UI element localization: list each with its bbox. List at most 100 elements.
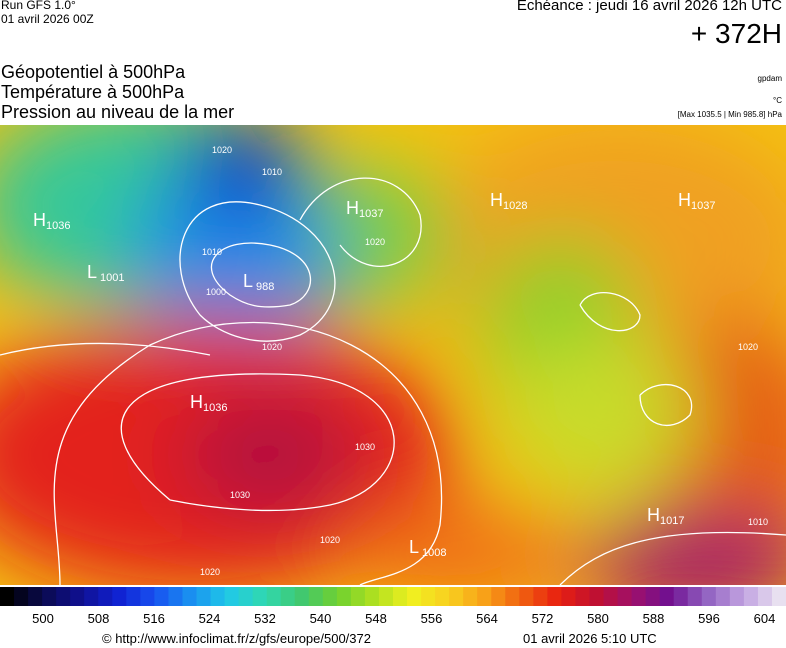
center-value: 1001 [100,272,124,284]
color-swatch [196,587,212,606]
color-swatch [322,587,338,606]
isobar-label: 1010 [748,517,768,527]
pressure-range: [Max 1035.5 | Min 985.8] hPa [677,110,782,119]
color-swatch [673,587,689,606]
center-type: H [346,198,359,218]
color-swatch [294,587,310,606]
isobar-label: 1010 [202,247,222,257]
color-swatch [659,587,675,606]
color-swatch [589,587,605,606]
isobar-label: 1000 [206,287,226,297]
color-swatch [645,587,661,606]
isobar-label: 1010 [262,167,282,177]
isobar-label: 1030 [230,490,250,500]
colorbar-label: 524 [199,611,221,626]
color-swatch [393,587,408,606]
center-type: H [190,392,203,412]
colorbar-label: 500 [32,611,54,626]
valid-time: Echéance : jeudi 16 avril 2026 12h UTC [516,0,782,14]
color-swatch [112,587,127,606]
color-swatch [140,587,155,606]
color-swatch [449,587,464,606]
center-type: H [647,505,660,525]
color-swatch [547,587,562,606]
isobar-label: 1030 [355,442,375,452]
colorbar: 500 508 516 524 532 540 548 556 564 572 580 588 596 6… [0,587,786,626]
color-swatch [14,587,29,606]
color-swatch [477,587,492,606]
center-value: 988 [256,281,274,293]
generated: 01 avril 2026 5:10 UTC [523,631,657,646]
isobar-label: 1020 [365,237,385,247]
color-swatch [42,587,57,606]
isobar-label: 1020 [212,145,232,155]
colorbar-label: 564 [476,611,498,626]
center-value: 1037 [691,200,715,212]
isobar-label: 1020 [262,342,282,352]
color-swatch [575,587,590,606]
colorbar-label: 540 [310,611,332,626]
color-swatch [308,587,324,606]
isobar-label: 1020 [738,342,758,352]
color-swatch [56,587,71,606]
color-swatch [421,587,436,606]
center-type: H [33,210,46,230]
colorbar-label: 548 [365,611,387,626]
color-swatch [757,587,773,606]
color-swatch [561,587,576,606]
color-swatch [0,587,15,606]
source: © http://www.infoclimat.fr/z/gfs/europe/… [102,631,371,646]
color-swatch [126,587,141,606]
center-type: L [87,262,97,282]
color-swatch [98,587,113,606]
colorbar-label: 596 [698,611,720,626]
color-swatch [519,587,534,606]
color-swatch [154,587,169,606]
color-swatch [252,587,268,606]
center-value: 1036 [46,220,70,232]
colorbar-label: 588 [643,611,665,626]
colorbar-label: 556 [421,611,443,626]
color-swatch [687,587,703,606]
isobar-label: 1020 [200,567,220,577]
isobar-label: 1020 [320,535,340,545]
color-swatch [603,587,619,606]
field: Géopotentiel à 500hPa [1,62,186,82]
color-swatch [336,587,352,606]
color-swatch [533,587,548,606]
color-swatch [70,587,85,606]
color-swatch [435,587,450,606]
map: H 1036 L 1001 L 988 H 1037 H 1028 H 1037 H 1036… [0,125,786,585]
colorbar-label: 508 [88,611,110,626]
center-value: 1037 [359,208,383,220]
color-swatch [715,587,731,606]
center-type: L [243,271,253,291]
center-type: L [409,537,419,557]
color-swatch [350,587,366,606]
color-swatch [505,587,520,606]
color-swatch [280,587,296,606]
run-date: 01 avril 2026 00Z [1,12,94,26]
field: Température à 500hPa [1,82,185,102]
color-swatch [463,587,478,606]
color-swatch [491,587,506,606]
pressure-centers: H 1036 L 1001 L 988 H 1037 H 1028 H 1037 H 1036… [33,190,715,559]
color-swatch [28,587,43,606]
color-swatch [729,587,745,606]
color-swatch [771,587,786,606]
center-value: 1008 [422,547,446,559]
color-swatch [701,587,717,606]
colorbar-label: 604 [754,611,776,626]
center-type: H [678,190,691,210]
color-swatch [631,587,647,606]
run: Run GFS 1.0° [1,0,76,12]
center-value: 1028 [503,200,527,212]
colorbar-label: 532 [254,611,276,626]
center-value: 1036 [203,402,227,414]
color-swatch [224,587,240,606]
color-swatch [168,587,183,606]
lead-time: + 372H [690,18,782,49]
temperature-field [0,125,786,585]
color-swatch [617,587,633,606]
